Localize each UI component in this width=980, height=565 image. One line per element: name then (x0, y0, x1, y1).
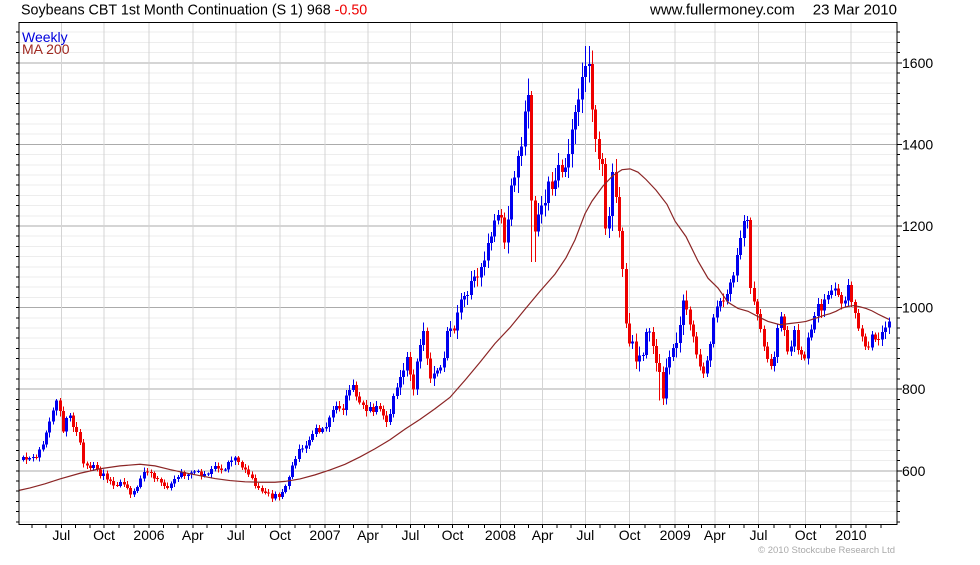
svg-text:© 2010 Stockcube Research Ltd: © 2010 Stockcube Research Ltd (758, 545, 895, 556)
svg-text:Apr: Apr (704, 527, 726, 543)
svg-text:1200: 1200 (902, 218, 933, 234)
svg-text:www.fullermoney.com: www.fullermoney.com (649, 2, 795, 19)
svg-text:23 Mar 2010: 23 Mar 2010 (813, 2, 897, 19)
svg-text:Oct: Oct (619, 527, 641, 543)
svg-text:Apr: Apr (532, 527, 554, 543)
svg-text:2008: 2008 (485, 527, 516, 543)
svg-text:Oct: Oct (93, 527, 115, 543)
svg-text:Oct: Oct (269, 527, 291, 543)
svg-text:Jul: Jul (52, 527, 70, 543)
svg-text:Jul: Jul (227, 527, 245, 543)
svg-text:1600: 1600 (902, 55, 933, 71)
svg-text:600: 600 (902, 463, 926, 479)
svg-text:Soybeans CBT 1st Month Continu: Soybeans CBT 1st Month Continuation (S 1… (21, 3, 367, 19)
svg-text:2009: 2009 (660, 527, 691, 543)
svg-text:Jul: Jul (401, 527, 419, 543)
svg-text:2006: 2006 (133, 527, 164, 543)
svg-text:2007: 2007 (309, 527, 340, 543)
svg-text:Oct: Oct (795, 527, 817, 543)
svg-text:Apr: Apr (357, 527, 379, 543)
svg-text:Oct: Oct (442, 527, 464, 543)
svg-text:2010: 2010 (835, 527, 866, 543)
svg-text:MA 200: MA 200 (22, 41, 70, 57)
svg-text:Jul: Jul (750, 527, 768, 543)
svg-text:1000: 1000 (902, 300, 933, 316)
svg-text:Jul: Jul (576, 527, 594, 543)
svg-text:1400: 1400 (902, 136, 933, 152)
svg-text:Weekly: Weekly (22, 29, 68, 45)
svg-text:Apr: Apr (182, 527, 204, 543)
svg-text:800: 800 (902, 381, 926, 397)
